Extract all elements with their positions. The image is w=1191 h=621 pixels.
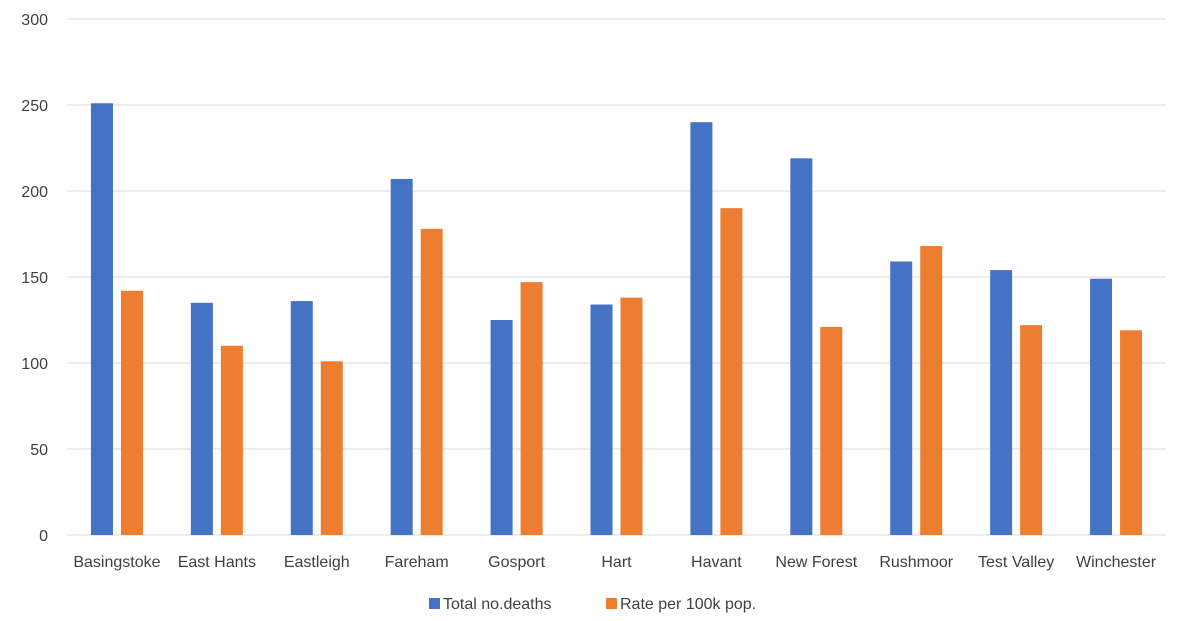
bar-eastleigh-series-1 [290,301,313,535]
x-category-label: Gosport [488,554,545,571]
bar-fareham-series-2 [420,228,443,535]
bar-hart-series-2 [620,297,643,535]
bar-new-forest-series-1 [790,158,813,535]
bar-rushmoor-series-2 [920,246,943,536]
bar-gosport-series-1 [490,320,513,535]
x-category-label: Eastleigh [284,554,350,571]
x-category-label: East Hants [178,554,256,571]
legend-label-series-2: Rate per 100k pop. [620,596,756,613]
y-tick-label: 300 [21,12,48,29]
bar-test-valley-series-2 [1020,325,1043,535]
bar-east-hants-series-1 [190,302,213,535]
x-category-label: Basingstoke [73,554,160,571]
bar-rushmoor-series-1 [890,261,913,535]
bar-test-valley-series-1 [990,270,1013,535]
bar-hart-series-1 [590,304,613,535]
bar-winchester-series-1 [1090,278,1113,535]
bar-gosport-series-2 [520,282,543,535]
bar-fareham-series-1 [390,178,413,535]
legend-swatch-series-1 [429,598,440,609]
legend-label-series-1: Total no.deaths [443,596,552,613]
y-tick-label: 50 [30,442,48,459]
y-tick-label: 100 [21,356,48,373]
y-axis-tick-labels: 0 50 100 150 200 250 300 [21,12,48,545]
x-category-label: New Forest [775,554,857,571]
y-tick-label: 250 [21,98,48,115]
x-category-label: Winchester [1076,554,1157,571]
y-tick-label: 0 [39,528,48,545]
x-category-label: Hart [601,554,632,571]
bar-basingstoke-series-2 [120,290,143,535]
bar-basingstoke-series-1 [90,103,113,535]
x-category-label: Test Valley [978,554,1054,571]
bar-winchester-series-2 [1120,330,1143,535]
x-category-label: Havant [691,554,742,571]
gridlines [67,18,1166,536]
bar-east-hants-series-2 [220,345,243,535]
bar-havant-series-2 [720,208,743,535]
y-tick-label: 200 [21,184,48,201]
legend: Total no.deaths Rate per 100k pop. [429,596,756,613]
bar-eastleigh-series-2 [320,361,343,535]
x-category-label: Fareham [385,554,449,571]
x-axis-category-labels: Basingstoke East Hants Eastleigh Fareham Gos… [73,554,1156,571]
legend-swatch-series-2 [606,598,617,609]
y-tick-label: 150 [21,270,48,287]
bars [90,103,1143,536]
bar-havant-series-1 [690,122,713,535]
bar-new-forest-series-2 [820,326,843,535]
x-category-label: Rushmoor [879,554,953,571]
